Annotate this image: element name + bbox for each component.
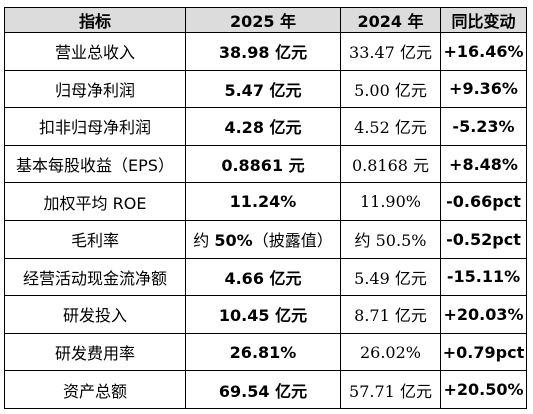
value-2024-cell: 5.49 亿元 xyxy=(340,257,441,297)
value-2025-cell: 约 50%（披露值） xyxy=(185,219,341,259)
disclosure-note: （披露值） xyxy=(252,231,333,251)
value-2024-cell: 0.8168 元 xyxy=(340,144,441,184)
table-row: 研发投入 10.45 亿元 8.71 亿元 +20.03% xyxy=(4,295,527,334)
table-row: 扣非归母净利润 4.28 亿元 4.52 亿元 -5.23% xyxy=(4,107,527,146)
value-2025-cell: 0.8861 元 xyxy=(185,144,341,184)
value-2024-cell: 4.52 亿元 xyxy=(340,107,441,146)
value-2025-cell: 4.28 亿元 xyxy=(185,107,341,146)
value-2025-cell: 10.45 亿元 xyxy=(185,295,341,334)
metric-cell: 扣非归母净利润 xyxy=(4,107,186,146)
value-2025-cell: 5.47 亿元 xyxy=(185,69,341,109)
value-2024-cell: 33.47 亿元 xyxy=(340,32,441,71)
change-cell: +9.36% xyxy=(440,69,527,109)
table-header-row: 指标 2025 年 2024 年 同比变动 xyxy=(4,7,527,33)
metric-cell: 基本每股收益（EPS） xyxy=(4,144,186,184)
change-cell: +20.03% xyxy=(440,295,527,334)
change-cell: +8.48% xyxy=(440,144,527,184)
table-row: 加权平均 ROE 11.24% 11.90% -0.66pct xyxy=(4,182,527,221)
value-2024-cell: 约 50.5% xyxy=(340,219,441,259)
metric-cell: 研发费用率 xyxy=(4,332,186,372)
metric-cell: 加权平均 ROE xyxy=(4,182,186,221)
change-cell: -0.66pct xyxy=(440,182,527,221)
value-2025-cell: 38.98 亿元 xyxy=(185,32,341,71)
metric-cell: 毛利率 xyxy=(4,219,186,259)
table-row: 基本每股收益（EPS） 0.8861 元 0.8168 元 +8.48% xyxy=(4,144,527,184)
table-row: 研发费用率 26.81% 26.02% +0.79pct xyxy=(4,332,527,372)
header-2024: 2024 年 xyxy=(340,7,441,33)
value-2024-cell: 26.02% xyxy=(340,332,441,372)
value-2025-cell: 4.66 亿元 xyxy=(185,257,341,297)
header-metric: 指标 xyxy=(4,7,186,33)
value-2024-cell: 5.00 亿元 xyxy=(340,69,441,109)
metric-cell: 资产总额 xyxy=(4,370,186,409)
value-2025-cell: 69.54 亿元 xyxy=(185,370,341,409)
approx-value: 50% xyxy=(214,231,253,251)
value-2024-cell: 11.90% xyxy=(340,182,441,221)
table-row: 归母净利润 5.47 亿元 5.00 亿元 +9.36% xyxy=(4,69,527,109)
metric-cell: 研发投入 xyxy=(4,295,186,334)
metric-cell: 经营活动现金流净额 xyxy=(4,257,186,297)
metric-cell: 营业总收入 xyxy=(4,32,186,71)
change-cell: -15.11% xyxy=(440,257,527,297)
header-2025: 2025 年 xyxy=(185,7,341,33)
change-cell: +20.50% xyxy=(440,370,527,409)
table-row: 毛利率 约 50%（披露值） 约 50.5% -0.52pct xyxy=(4,219,527,259)
value-2025-cell: 26.81% xyxy=(185,332,341,372)
table-row: 经营活动现金流净额 4.66 亿元 5.49 亿元 -15.11% xyxy=(4,257,527,297)
metric-cell: 归母净利润 xyxy=(4,69,186,109)
table-row: 资产总额 69.54 亿元 57.71 亿元 +20.50% xyxy=(4,370,527,409)
value-2024-cell: 8.71 亿元 xyxy=(340,295,441,334)
change-cell: +16.46% xyxy=(440,32,527,71)
approx-prefix: 约 xyxy=(193,231,215,251)
value-2025-cell: 11.24% xyxy=(185,182,341,221)
change-cell: -0.52pct xyxy=(440,219,527,259)
change-cell: +0.79pct xyxy=(440,332,527,372)
change-cell: -5.23% xyxy=(440,107,527,146)
value-2024-cell: 57.71 亿元 xyxy=(340,370,441,409)
financial-comparison-table: 指标 2025 年 2024 年 同比变动 营业总收入 38.98 亿元 33.… xyxy=(4,7,527,409)
table-row: 营业总收入 38.98 亿元 33.47 亿元 +16.46% xyxy=(4,32,527,71)
header-change: 同比变动 xyxy=(440,7,527,33)
